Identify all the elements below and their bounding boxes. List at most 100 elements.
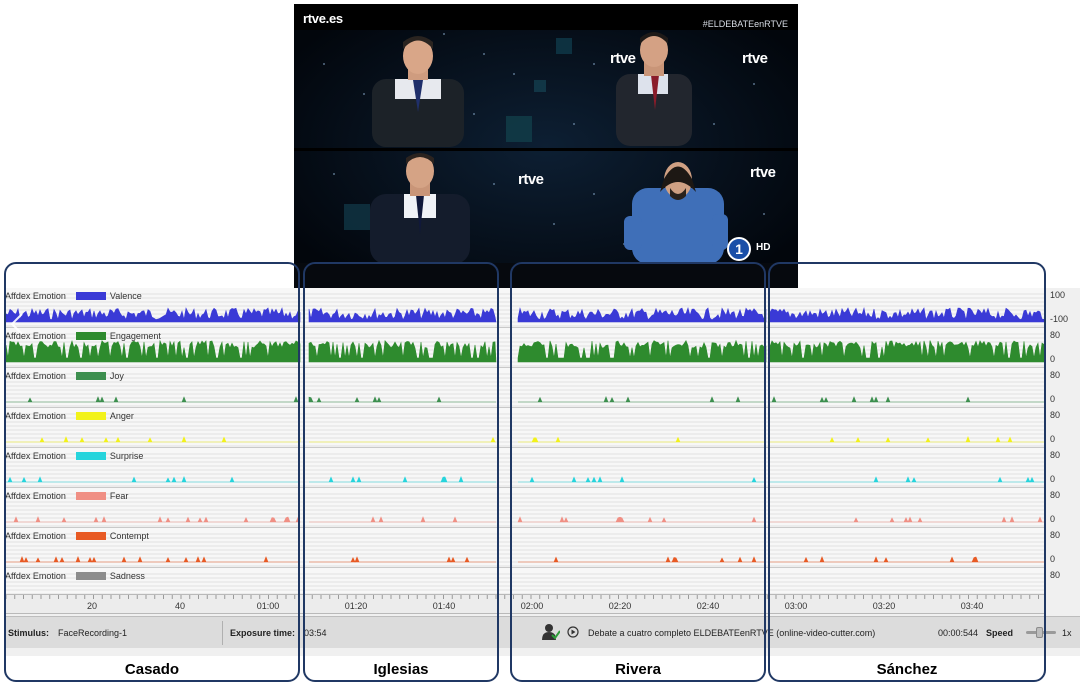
emotion-signal (770, 435, 1044, 443)
emotion-signal (5, 307, 301, 323)
participant-frame-iglesias: Iglesias (303, 262, 499, 682)
row-label: Affdex Emotion Valence (5, 291, 142, 301)
status-bar: Stimulus: FaceRecording-1 Exposure time:… (4, 616, 1080, 648)
tick-label: 40 (174, 601, 186, 611)
emotion-row-engagement: Affdex Emotion Engagement 80 0 (4, 328, 1060, 368)
row-label: Affdex Emotion Contempt (5, 531, 149, 541)
emotion-signal (309, 436, 496, 443)
hd-badge: HD (756, 242, 771, 253)
row-label: Affdex Emotion Joy (5, 371, 124, 381)
emotion-row-anger: Affdex Emotion Anger 80 0 (4, 408, 1060, 448)
scale-max: 80 (1050, 490, 1061, 500)
emotion-signal (517, 516, 766, 523)
scale-min: -100 (1050, 314, 1069, 324)
video-frame (294, 4, 798, 288)
studio-watermark: rtve (518, 171, 544, 188)
emotion-signal (770, 555, 1044, 563)
scale-min: 0 (1050, 354, 1056, 364)
emotion-signal (769, 340, 1045, 363)
emotion-signal (6, 516, 301, 523)
row-label: Affdex Emotion Engagement (5, 331, 161, 341)
scale-min: 0 (1050, 474, 1056, 484)
row-metric: Contempt (109, 531, 149, 541)
speed-value: 1x (1062, 628, 1072, 638)
row-metric: Sadness (109, 571, 145, 581)
tick-label: 20 (86, 601, 98, 611)
emotion-signal (309, 556, 496, 563)
legend-swatch (75, 412, 106, 420)
row-source: Affdex Emotion (5, 531, 66, 541)
participant-name: Iglesias (373, 661, 429, 678)
emotion-row-contempt: Affdex Emotion Contempt 80 0 (4, 528, 1060, 568)
speaker-rivera (370, 153, 470, 264)
speaker-casado (372, 36, 464, 147)
emotion-track (4, 293, 1046, 327)
row-metric: Surprise (109, 451, 144, 461)
play-circle-icon[interactable] (567, 626, 579, 638)
back-arrow-icon[interactable] (8, 312, 28, 336)
emotion-signal (6, 475, 300, 483)
row-label: Affdex Emotion Sadness (5, 571, 145, 581)
emotion-signal (518, 436, 766, 443)
emotion-signal (309, 516, 496, 523)
row-metric: Engagement (109, 331, 161, 341)
stimulus-label: Stimulus: (8, 628, 50, 638)
row-label: Affdex Emotion Anger (5, 411, 134, 421)
playback-time: 00:00:544 (938, 628, 979, 638)
emotion-track (4, 533, 1046, 567)
emotion-signal (308, 339, 497, 363)
tick-label: 01:00 (256, 601, 280, 611)
speed-slider[interactable] (1026, 627, 1056, 638)
row-metric: Fear (109, 491, 129, 501)
legend-swatch (75, 572, 106, 580)
scale-min: 0 (1050, 554, 1056, 564)
studio-watermark: rtve (742, 50, 768, 67)
scale-min: 0 (1050, 434, 1056, 444)
tick-label: 01:20 (344, 601, 368, 611)
user-check-icon[interactable] (542, 623, 560, 641)
emotion-signal (6, 555, 300, 563)
debate-video[interactable]: rtve.es #ELDEBATEenRTVE rtve rtve rtve r… (294, 4, 798, 288)
tick-label: 03:20 (872, 601, 896, 611)
scale-max: 80 (1050, 570, 1061, 580)
speed-label: Speed (986, 628, 1014, 638)
tick-label: 03:40 (960, 601, 984, 611)
participant-name: Casado (124, 661, 180, 678)
emotion-signal (517, 339, 767, 363)
status-divider (222, 621, 223, 645)
scale-max: 80 (1050, 370, 1061, 380)
legend-swatch (75, 372, 106, 380)
studio-watermark: rtve (750, 164, 776, 181)
participant-frame-rivera: Rivera (510, 262, 766, 682)
emotion-signal (308, 307, 497, 323)
row-metric: Valence (109, 291, 142, 301)
media-title: Debate a cuatro completo ELDEBATEenRTVE … (588, 628, 876, 638)
scale-min: 0 (1050, 394, 1056, 404)
emotion-signal (517, 307, 767, 323)
speed-slider-knob[interactable] (1036, 627, 1043, 638)
emotion-signal (5, 339, 301, 363)
speaker-sanchez (616, 32, 692, 146)
emotion-signal (6, 396, 300, 403)
emotion-row-surprise: Affdex Emotion Surprise 80 0 (4, 448, 1060, 488)
row-source: Affdex Emotion (5, 291, 66, 301)
emotion-signal (518, 476, 766, 483)
participant-name: Rivera (615, 661, 661, 678)
row-source: Affdex Emotion (5, 571, 66, 581)
emotion-signal (769, 307, 1045, 323)
emotion-row-fear: Affdex Emotion Fear 80 0 (4, 488, 1060, 528)
emotion-row-joy: Affdex Emotion Joy 80 0 (4, 368, 1060, 408)
participant-frame-sanchez: Sánchez (768, 262, 1046, 682)
legend-swatch (75, 332, 106, 340)
timeline-ruler[interactable]: 20 40 01:00 01:20 01:40 02:00 02:20 02:40 03:00 0… (4, 594, 1046, 614)
channel-number-badge: 1 (727, 237, 751, 261)
emotion-signal (518, 395, 766, 403)
emotion-track (4, 373, 1046, 407)
row-label: Affdex Emotion Surprise (5, 451, 143, 461)
row-metric: Anger (109, 411, 134, 421)
tick-label: 02:40 (696, 601, 720, 611)
scale-max: 100 (1050, 290, 1066, 300)
exposure-time-label: Exposure time: (230, 628, 296, 638)
emotion-signal (770, 396, 1044, 403)
legend-swatch (75, 452, 106, 460)
